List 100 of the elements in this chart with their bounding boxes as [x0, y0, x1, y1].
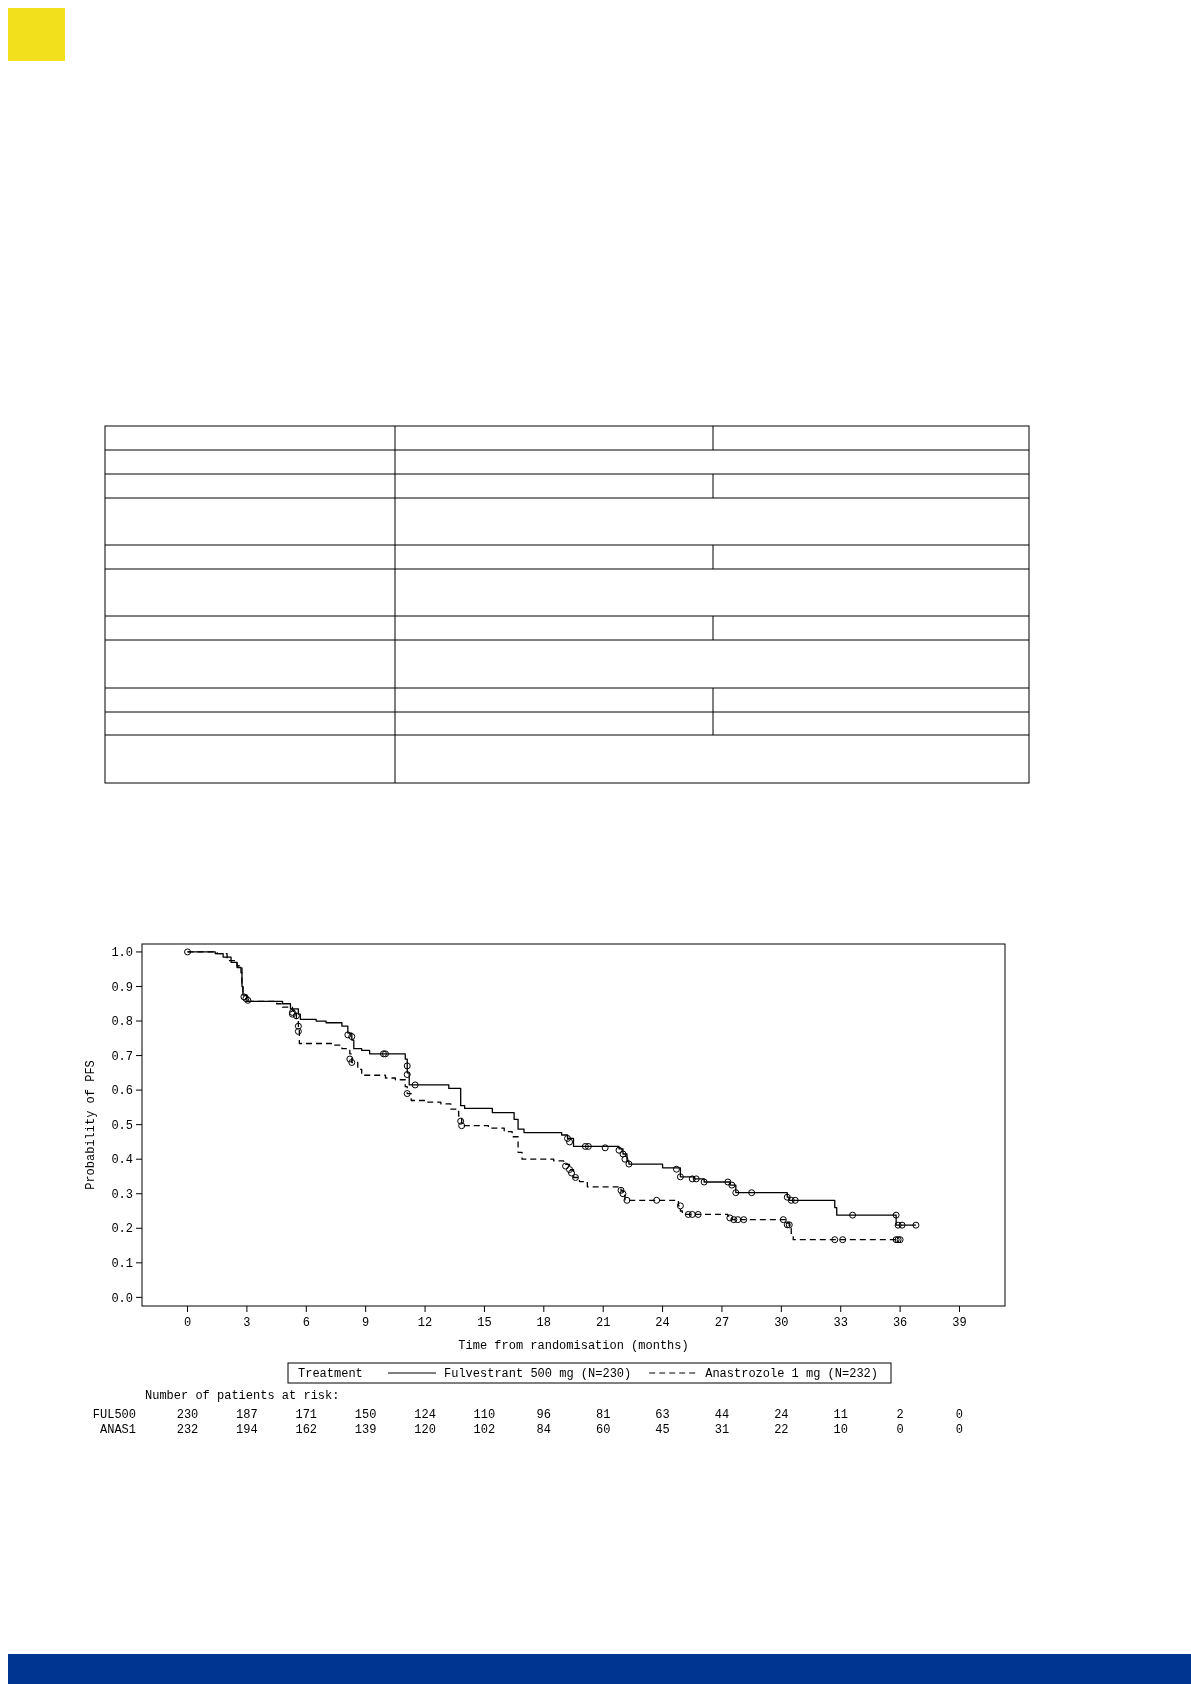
point: [672, 1165, 680, 1173]
point: [831, 1236, 839, 1244]
point: [732, 1189, 740, 1197]
point: [566, 1166, 574, 1174]
point: [458, 1122, 466, 1130]
point: [294, 1022, 302, 1030]
text: 31: [714, 1423, 730, 1437]
x-tick-label: 15: [477, 1316, 492, 1330]
point: [892, 1211, 900, 1219]
point: [692, 1175, 700, 1183]
point: [617, 1186, 625, 1194]
point: [849, 1211, 857, 1219]
y-tick-label: 0.6: [111, 1084, 133, 1099]
point: [676, 1173, 684, 1181]
text: 96: [536, 1408, 552, 1422]
y-tick-label: 0.9: [111, 980, 133, 995]
x-tick-label: 12: [417, 1316, 433, 1330]
point: [653, 1196, 661, 1204]
point: [403, 1062, 411, 1070]
legend-label: Fulvestrant 500 mg (N=230): [444, 1367, 632, 1381]
point: [348, 1058, 356, 1066]
x-tick-label: 9: [362, 1316, 370, 1330]
point: [894, 1221, 902, 1229]
y-tick-label: 0.8: [111, 1015, 133, 1030]
x-tick-label: 3: [243, 1316, 251, 1330]
point: [566, 1138, 574, 1146]
text: 150: [354, 1408, 377, 1422]
text: 81: [595, 1408, 611, 1422]
point: [898, 1221, 906, 1229]
x-tick-label: 30: [774, 1316, 789, 1330]
text: 0: [955, 1423, 964, 1437]
point: [724, 1178, 732, 1186]
text: 45: [655, 1423, 670, 1437]
point: [615, 1146, 623, 1154]
point: [688, 1210, 696, 1218]
point: [564, 1134, 572, 1142]
y-tick-label: 0.7: [111, 1049, 133, 1064]
text: FUL500: [92, 1408, 136, 1422]
point: [292, 1012, 300, 1020]
point: [728, 1181, 736, 1189]
point: [619, 1190, 627, 1198]
text: 0: [896, 1423, 904, 1437]
point: [619, 1150, 627, 1158]
text: 232: [176, 1423, 199, 1437]
point: [581, 1142, 589, 1150]
x-tick-label: 27: [714, 1316, 730, 1330]
text: ANAS1: [99, 1423, 136, 1437]
text: 0: [955, 1408, 964, 1422]
point: [571, 1174, 579, 1181]
x-tick-label: 18: [536, 1316, 552, 1330]
text: 120: [414, 1423, 436, 1437]
text: 10: [833, 1423, 848, 1437]
point: [411, 1081, 419, 1089]
point: [623, 1196, 631, 1204]
text: 110: [473, 1408, 496, 1422]
point: [584, 1142, 592, 1150]
text: 84: [536, 1423, 552, 1437]
text: 124: [414, 1408, 436, 1422]
text: 171: [295, 1408, 318, 1422]
text: 2: [896, 1408, 904, 1422]
point: [568, 1169, 576, 1177]
text: 63: [655, 1408, 670, 1422]
y-tick-label: 0.3: [111, 1187, 133, 1202]
y-tick-label: 0.5: [111, 1118, 133, 1133]
text: 162: [295, 1423, 318, 1437]
point: [344, 1031, 352, 1039]
point: [779, 1216, 787, 1224]
text: 230: [176, 1408, 199, 1422]
point: [348, 1033, 356, 1041]
point: [403, 1071, 411, 1079]
y-tick-label: 0.1: [111, 1257, 133, 1272]
point: [694, 1210, 702, 1218]
point: [839, 1236, 847, 1244]
x-tick-label: 6: [302, 1316, 310, 1330]
point: [730, 1216, 738, 1224]
point: [346, 1055, 354, 1063]
point: [457, 1117, 465, 1125]
y-tick-label: 0.0: [111, 1291, 133, 1306]
x-tick-label: 39: [952, 1316, 967, 1330]
text: 11: [833, 1408, 848, 1422]
y-tick-label: 1.0: [111, 946, 133, 961]
y-tick-label: 0.4: [111, 1153, 133, 1168]
text: 102: [473, 1423, 496, 1437]
text: 139: [354, 1423, 377, 1437]
x-tick-label: 21: [595, 1316, 611, 1330]
y-tick-label: 0.2: [111, 1222, 133, 1237]
legend-title: Treatment: [298, 1367, 363, 1381]
point: [403, 1090, 411, 1098]
point: [740, 1216, 748, 1224]
legend-label: Anastrozole 1 mg (N=232): [705, 1367, 879, 1381]
text: 22: [774, 1423, 789, 1437]
x-tick-label: 0: [183, 1316, 192, 1330]
point: [562, 1162, 570, 1170]
point: [294, 1027, 302, 1035]
x-axis-title: Time from randomisation (months): [458, 1339, 689, 1353]
point: [621, 1155, 629, 1163]
x-tick-label: 33: [833, 1316, 848, 1330]
y-axis-title: Probability of PFS: [84, 1060, 98, 1190]
point: [726, 1214, 734, 1222]
point: [700, 1178, 708, 1186]
